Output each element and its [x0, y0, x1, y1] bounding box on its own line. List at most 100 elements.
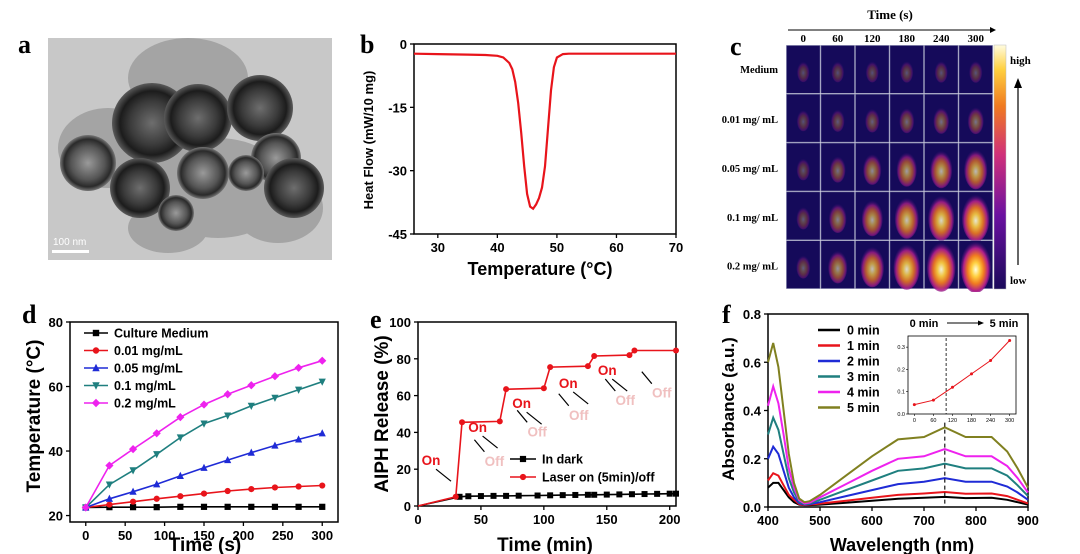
annotation-on: On [422, 453, 441, 468]
data-point [503, 386, 510, 393]
row-label: 0.2 mg/ mL [727, 262, 778, 273]
data-point [503, 492, 510, 499]
data-point [177, 503, 184, 510]
legend-label: 0.05 mg/mL [114, 362, 183, 376]
inset-x-tick-label: 300 [1005, 418, 1014, 424]
thermal-spot [964, 149, 988, 190]
color-bar [993, 44, 1007, 290]
x-tick-label: 300 [311, 528, 333, 543]
annotation-off: Off [485, 454, 505, 469]
scale-bar-label: 100 nm [53, 237, 86, 248]
color-bar-low-label: low [1010, 275, 1027, 287]
data-point [628, 491, 635, 498]
data-point [200, 503, 208, 510]
panel-label-c: c [730, 32, 742, 61]
scale-bar [52, 250, 89, 253]
time-arrow-head [990, 27, 996, 33]
data-point [519, 455, 527, 463]
data-point [224, 412, 232, 420]
inset-title-start: 0 min [910, 318, 939, 330]
x-tick-label: 30 [431, 240, 445, 255]
y-tick-label: 80 [49, 315, 63, 330]
thermal-spot [900, 61, 914, 83]
data-point [129, 504, 137, 511]
annotation-off: Off [569, 408, 589, 423]
thermal-spot [933, 107, 950, 134]
annotation-arrow [604, 378, 616, 392]
annotation-arrow [611, 378, 628, 392]
y-tick-label: 0.8 [743, 307, 761, 322]
x-tick-label: 400 [757, 513, 779, 528]
data-point [224, 455, 232, 464]
annotation-arrow [526, 411, 543, 425]
inset-point [989, 359, 993, 363]
series-line [767, 444, 1029, 506]
x-axis-label: Time (min) [497, 535, 593, 554]
data-point [176, 434, 184, 442]
data-point [271, 394, 279, 402]
thermal-spot [796, 158, 810, 181]
annotation-arrow [572, 391, 589, 405]
thermal-spot [797, 61, 810, 83]
data-point [105, 461, 114, 470]
data-point [591, 353, 598, 360]
legend-label: 2 min [847, 355, 880, 369]
y-tick-label: 0.4 [743, 404, 762, 419]
inset-x-tick-label: 0 [913, 418, 916, 424]
time-tick-label: 120 [864, 33, 881, 45]
legend-label: 0 min [847, 324, 880, 338]
data-point [452, 493, 459, 500]
data-point [319, 482, 326, 489]
thermal-spot [960, 241, 991, 294]
y-axis-label: Temperature (°C) [24, 340, 45, 493]
y-tick-label: 80 [397, 352, 411, 367]
inset-point [1008, 338, 1012, 342]
y-tick-label: 0.6 [743, 355, 761, 370]
legend-label: 3 min [847, 370, 880, 384]
row-label: 0.05 mg/ mL [722, 164, 778, 175]
data-point [92, 329, 100, 337]
legend-label: 0.01 mg/mL [114, 344, 183, 358]
x-tick-label: 60 [609, 240, 623, 255]
x-tick-label: 600 [861, 513, 883, 528]
data-point [247, 381, 256, 390]
data-point [294, 386, 303, 394]
thermal-spot [831, 61, 845, 83]
legend-label: 1 min [847, 339, 880, 353]
legend-label: Culture Medium [114, 327, 208, 341]
data-point [654, 490, 661, 497]
data-point [92, 363, 100, 372]
data-point [105, 494, 114, 502]
y-tick-label: 20 [49, 509, 63, 524]
time-tick-label: 300 [968, 33, 985, 45]
series-line [767, 342, 1029, 504]
panel-label-a: a [18, 30, 31, 59]
data-point [177, 493, 184, 500]
x-tick-label: 150 [193, 528, 215, 543]
annotation-on: On [598, 363, 617, 378]
data-point [223, 390, 232, 399]
series-line [767, 481, 1029, 507]
data-point [673, 490, 679, 497]
time-tick-label: 60 [832, 33, 844, 45]
series-line [767, 414, 1029, 506]
thermal-spot [969, 60, 983, 83]
y-tick-label: 0.0 [743, 500, 761, 515]
data-point [247, 448, 255, 456]
thermal-spot [796, 206, 810, 230]
x-tick-label: 200 [659, 512, 681, 527]
x-tick-label: 0 [414, 512, 421, 527]
y-tick-label: -30 [388, 164, 407, 179]
x-tick-label: 40 [490, 240, 504, 255]
data-point [534, 492, 541, 499]
data-point [129, 498, 137, 505]
thermal-image-grid: Time (s) 0 60 120 180 240 300 Medium 0.01 mg/ … [722, 7, 1031, 294]
inset-chart: 0 60 120 180 240 300 0.0 0.1 0.2 0.3 [897, 335, 1017, 424]
data-point [200, 490, 208, 497]
y-axis-label: Heat Flow (mW/10 mg) [361, 71, 376, 210]
data-point [105, 481, 114, 489]
data-point [106, 501, 113, 508]
thermal-spot [893, 244, 920, 290]
thermal-spot [962, 194, 990, 243]
data-point [271, 503, 279, 510]
